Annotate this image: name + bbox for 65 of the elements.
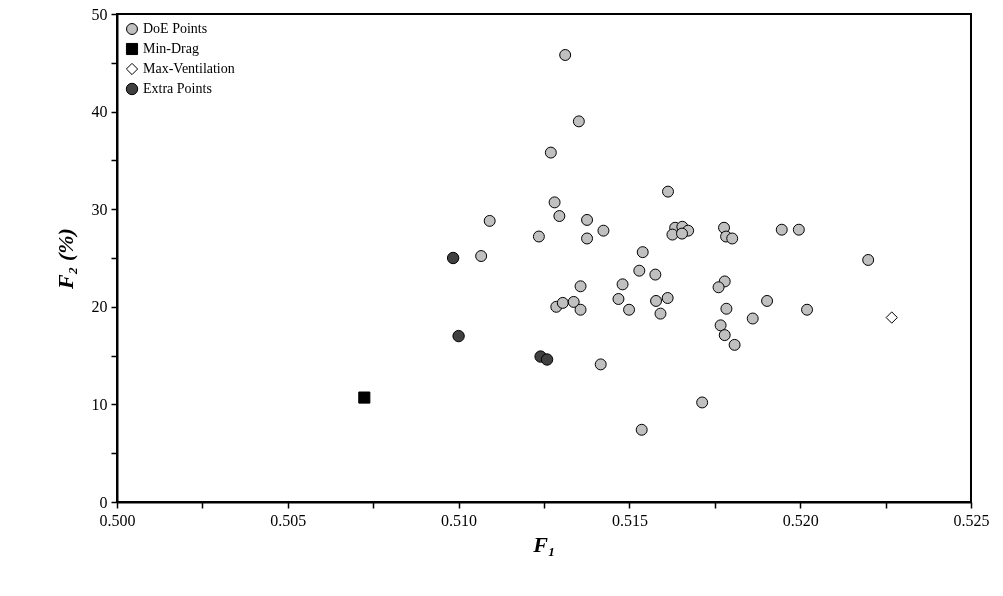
legend-label: Extra Points bbox=[143, 81, 212, 96]
point bbox=[574, 303, 587, 316]
y-tick-label: 40 bbox=[91, 103, 108, 121]
point bbox=[661, 292, 674, 304]
point bbox=[666, 228, 679, 241]
point bbox=[662, 185, 674, 198]
y-tick-label: 20 bbox=[91, 298, 108, 316]
point bbox=[540, 353, 554, 366]
point bbox=[475, 250, 488, 263]
point bbox=[636, 246, 649, 259]
point bbox=[623, 303, 636, 316]
point bbox=[572, 115, 585, 128]
point bbox=[720, 302, 733, 315]
x-tick-label: 0.500 bbox=[99, 511, 136, 529]
point bbox=[650, 294, 663, 307]
point bbox=[696, 396, 709, 409]
y-axis-title: F₂ (%) bbox=[52, 228, 78, 290]
point bbox=[581, 232, 594, 245]
y-tick-label: 10 bbox=[91, 395, 108, 413]
legend-label: DoE Points bbox=[143, 21, 208, 36]
point bbox=[633, 264, 646, 277]
point bbox=[581, 213, 594, 226]
point bbox=[775, 223, 788, 236]
x-tick-label: 0.515 bbox=[611, 511, 648, 529]
point bbox=[714, 319, 727, 332]
point bbox=[801, 303, 814, 316]
point bbox=[728, 338, 741, 351]
point bbox=[654, 307, 667, 320]
point bbox=[712, 281, 725, 294]
point bbox=[885, 311, 898, 324]
x-tick-label: 0.520 bbox=[782, 511, 819, 529]
point bbox=[594, 358, 607, 371]
point bbox=[616, 278, 629, 291]
y-tick-label: 50 bbox=[91, 5, 108, 23]
legend-label: Min-Drag bbox=[143, 41, 199, 56]
point bbox=[612, 293, 625, 305]
point bbox=[746, 312, 759, 325]
point bbox=[574, 280, 587, 293]
point bbox=[358, 391, 371, 404]
point bbox=[548, 196, 561, 209]
point bbox=[718, 329, 731, 342]
point bbox=[649, 268, 662, 281]
point bbox=[544, 146, 557, 159]
point bbox=[635, 423, 648, 436]
x-axis-title: F₁ bbox=[532, 531, 556, 557]
point bbox=[483, 214, 496, 227]
point bbox=[761, 294, 774, 307]
point bbox=[452, 329, 465, 343]
point bbox=[792, 223, 805, 236]
point bbox=[567, 295, 580, 308]
point bbox=[726, 232, 739, 245]
point bbox=[532, 230, 545, 243]
y-tick-label: 0 bbox=[99, 493, 108, 511]
point bbox=[559, 49, 572, 61]
x-tick-label: 0.505 bbox=[270, 511, 307, 529]
point bbox=[676, 227, 688, 240]
x-tick-label: 0.510 bbox=[441, 511, 478, 529]
point bbox=[862, 253, 875, 266]
y-tick-label: 30 bbox=[91, 200, 108, 218]
point bbox=[553, 210, 566, 222]
point bbox=[446, 251, 460, 265]
point bbox=[597, 224, 610, 237]
point bbox=[556, 296, 569, 309]
x-tick-label: 0.525 bbox=[953, 511, 990, 529]
legend-label: Max-Ventilation bbox=[143, 61, 235, 76]
